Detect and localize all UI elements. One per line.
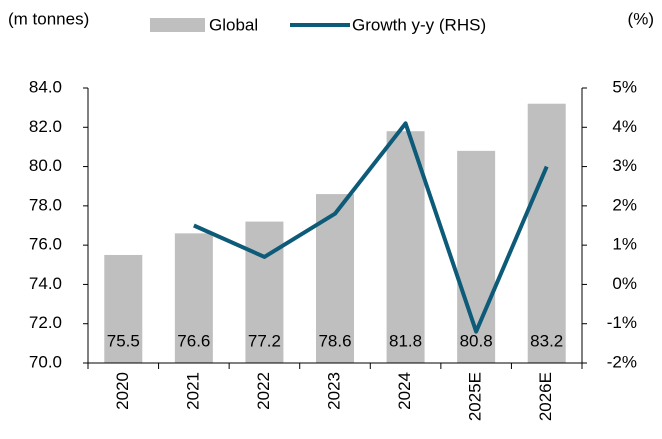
y-axis-label: (m tonnes) bbox=[8, 9, 89, 28]
bar bbox=[245, 221, 284, 363]
bar bbox=[174, 233, 213, 363]
y2-tick-label: 4% bbox=[612, 117, 637, 136]
data-label: 75.5 bbox=[107, 331, 140, 350]
y-tick-label: 78.0 bbox=[29, 195, 62, 214]
data-label: 76.6 bbox=[177, 331, 210, 350]
x-tick-label: 2022 bbox=[254, 372, 273, 410]
data-label: 80.8 bbox=[460, 331, 493, 350]
data-label: 83.2 bbox=[530, 331, 563, 350]
y2-tick-label: 2% bbox=[612, 195, 637, 214]
y-tick-label: 74.0 bbox=[29, 274, 62, 293]
x-tick-label: 2026E bbox=[536, 372, 555, 421]
y-tick-label: 70.0 bbox=[29, 352, 62, 371]
data-label: 81.8 bbox=[389, 331, 422, 350]
x-tick-label: 2021 bbox=[183, 372, 202, 410]
y-tick-label: 80.0 bbox=[29, 156, 62, 175]
y2-axis-label: (%) bbox=[628, 9, 654, 28]
bar bbox=[104, 254, 143, 363]
x-tick-label: 2025E bbox=[466, 372, 485, 421]
x-tick-label: 2024 bbox=[395, 372, 414, 410]
y2-tick-label: 0% bbox=[612, 274, 637, 293]
legend-label: Growth y-y (RHS) bbox=[352, 15, 486, 34]
bar bbox=[386, 131, 425, 363]
x-tick-label: 2023 bbox=[324, 372, 343, 410]
data-label: 78.6 bbox=[318, 331, 351, 350]
legend-swatch bbox=[150, 18, 205, 32]
y2-tick-label: 5% bbox=[612, 77, 637, 96]
data-label: 77.2 bbox=[248, 331, 281, 350]
y-tick-label: 76.0 bbox=[29, 235, 62, 254]
y2-tick-label: -2% bbox=[607, 352, 637, 371]
y2-tick-label: 1% bbox=[612, 235, 637, 254]
legend-label: Global bbox=[209, 15, 258, 34]
y-tick-label: 84.0 bbox=[29, 77, 62, 96]
y-tick-label: 72.0 bbox=[29, 313, 62, 332]
y-tick-label: 82.0 bbox=[29, 117, 62, 136]
y2-tick-label: 3% bbox=[612, 156, 637, 175]
x-tick-label: 2020 bbox=[113, 372, 132, 410]
bar bbox=[527, 103, 566, 363]
growth-line bbox=[193, 121, 549, 334]
y2-tick-label: -1% bbox=[607, 313, 637, 332]
